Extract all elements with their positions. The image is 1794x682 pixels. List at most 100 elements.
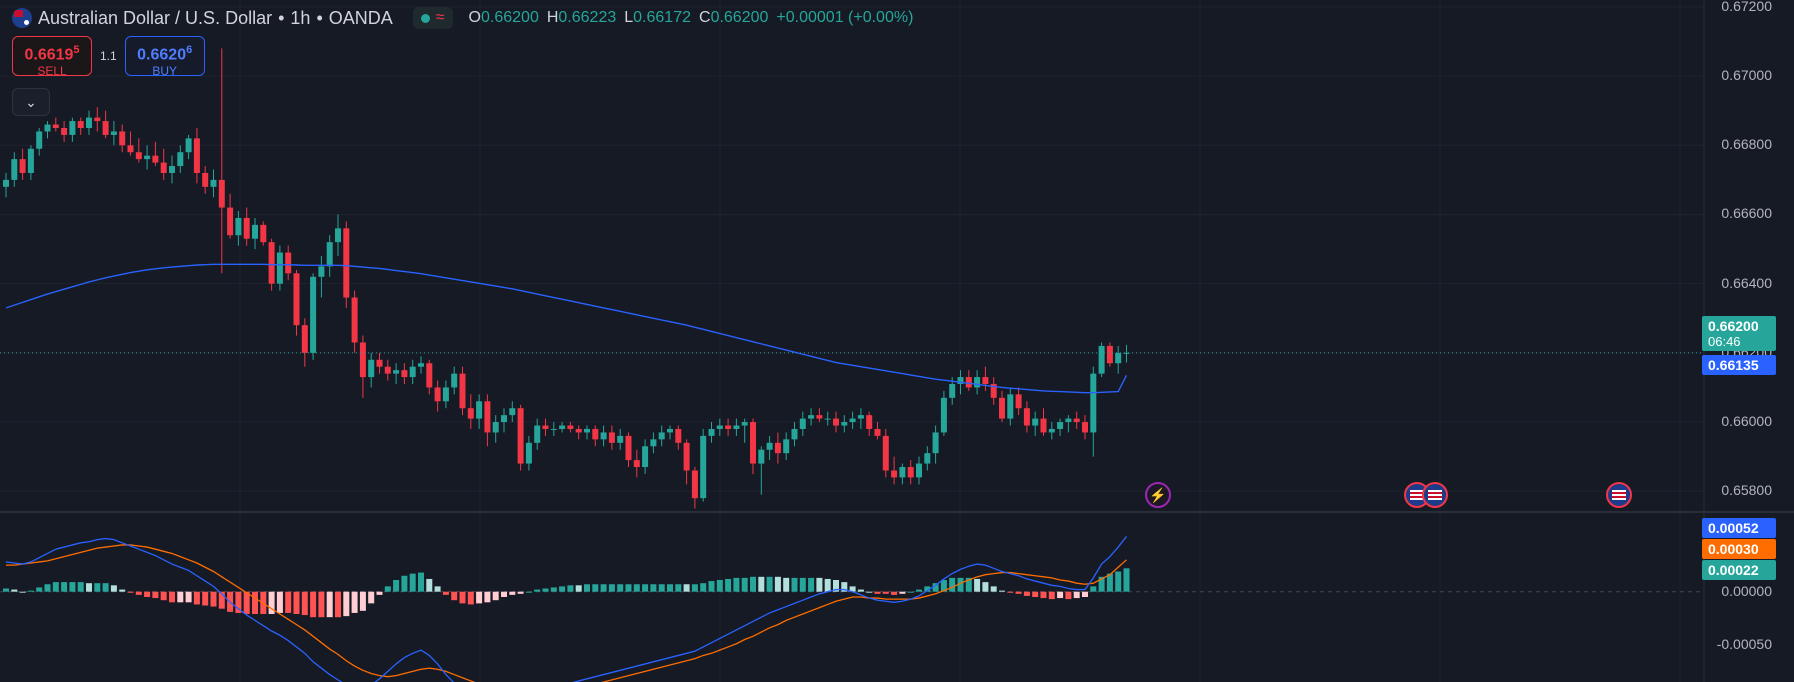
histogram-bar	[874, 591, 881, 594]
candle-body	[459, 373, 466, 409]
candle-body	[824, 418, 831, 420]
histogram-bar	[990, 586, 997, 592]
market-open-icon	[420, 13, 430, 23]
moving-average-line	[5, 263, 1128, 394]
candle-body	[160, 162, 167, 173]
candle-body	[658, 432, 665, 440]
symbol-title[interactable]: Australian Dollar / U.S. Dollar	[38, 7, 273, 28]
histogram-bar	[1032, 591, 1039, 597]
histogram-bar	[343, 591, 350, 617]
histogram-bar	[376, 591, 383, 595]
candle-body	[974, 377, 981, 388]
close-key: C	[699, 9, 711, 26]
us-flag-stripes	[1428, 490, 1442, 500]
histogram-bar	[36, 587, 43, 592]
candle-body	[1106, 345, 1113, 364]
histogram-bar	[916, 589, 922, 592]
candle-body	[351, 297, 358, 343]
high-key: H	[546, 9, 559, 26]
candle-body	[202, 172, 209, 187]
candle-body	[1123, 352, 1130, 354]
candle-series	[3, 48, 1130, 509]
histogram-bar	[783, 577, 790, 592]
buy-button[interactable]: 0.66206 BUY	[124, 36, 205, 78]
histogram-bar	[127, 591, 134, 593]
histogram-bar	[675, 584, 682, 592]
histogram-bar	[774, 576, 781, 592]
candle-body	[185, 138, 192, 153]
candle-body	[368, 359, 375, 378]
candle-body	[1090, 373, 1097, 433]
candle-body	[44, 124, 51, 132]
histogram-bar	[1098, 576, 1105, 592]
candle-body	[335, 228, 341, 243]
candle-body	[725, 425, 732, 429]
collapse-legend-button[interactable]: ⌄	[12, 88, 50, 116]
histogram-bar	[559, 586, 566, 592]
candle-body	[567, 425, 574, 429]
histogram-bar	[177, 591, 184, 603]
candle-body	[965, 377, 972, 388]
histogram-value: 0.00022	[1708, 562, 1759, 578]
candle-body	[882, 435, 889, 471]
buy-price: 0.6620	[137, 46, 187, 64]
candle-body	[816, 415, 823, 419]
histogram-bar	[1106, 573, 1113, 592]
candle-body	[135, 152, 142, 160]
histogram-bar	[1040, 591, 1047, 599]
histogram-bar	[144, 591, 151, 597]
histogram-bar	[393, 580, 400, 592]
us-flag-icon[interactable]	[1606, 482, 1632, 508]
histogram-bar	[1073, 591, 1080, 599]
interval-label[interactable]: 1h	[290, 7, 311, 28]
candle-body	[384, 366, 391, 374]
histogram-bar	[293, 591, 300, 614]
histogram-bar	[3, 588, 9, 592]
histogram-bar	[1090, 586, 1097, 592]
histogram-bar	[517, 591, 524, 594]
us-flag-stripes	[1410, 490, 1424, 500]
candle-body	[393, 370, 400, 374]
price-tick-label: 0.67000	[1721, 67, 1772, 84]
candle-body	[1032, 418, 1039, 426]
histogram-bar	[409, 573, 416, 592]
histogram-bar	[11, 589, 18, 592]
low-key: L	[624, 9, 634, 26]
histogram-bar	[243, 591, 250, 614]
candle-body	[169, 166, 175, 173]
price-tick-label: 0.66600	[1721, 205, 1772, 222]
candle-body	[525, 442, 532, 464]
candle-body	[592, 428, 599, 440]
histogram-bar	[476, 591, 483, 604]
histogram-bar	[434, 586, 441, 592]
candle-body	[982, 377, 989, 384]
histogram-bar	[791, 577, 798, 592]
histogram-bar	[86, 583, 92, 592]
histogram-bar	[841, 582, 848, 592]
price-tick-label: 0.66000	[1721, 413, 1772, 430]
lightning-icon[interactable]: ⚡	[1145, 482, 1171, 508]
us-flag-icon[interactable]	[1422, 482, 1448, 508]
candle-body	[891, 470, 898, 478]
candle-body	[625, 435, 632, 461]
candle-body	[243, 217, 250, 239]
histogram-bar	[691, 584, 698, 592]
spread-value: 1.1	[100, 49, 117, 63]
candle-body	[957, 377, 964, 384]
market-status-badge[interactable]: ≈	[412, 7, 453, 29]
histogram-bar	[891, 591, 898, 595]
candle-body	[691, 470, 698, 499]
candle-body	[833, 418, 839, 426]
candle-body	[700, 435, 707, 499]
candle-body	[227, 207, 234, 236]
candle-body	[476, 401, 483, 419]
histogram-bar	[326, 591, 333, 618]
candle-body	[293, 273, 300, 326]
candle-body	[77, 121, 84, 128]
sell-button[interactable]: 0.66195 SELL	[12, 36, 92, 78]
buy-price-pip: 6	[186, 44, 193, 56]
price-tick-label: 0.66800	[1721, 136, 1772, 153]
histogram-bar	[318, 591, 325, 618]
macd-tick-label: 0.00000	[1721, 582, 1772, 599]
